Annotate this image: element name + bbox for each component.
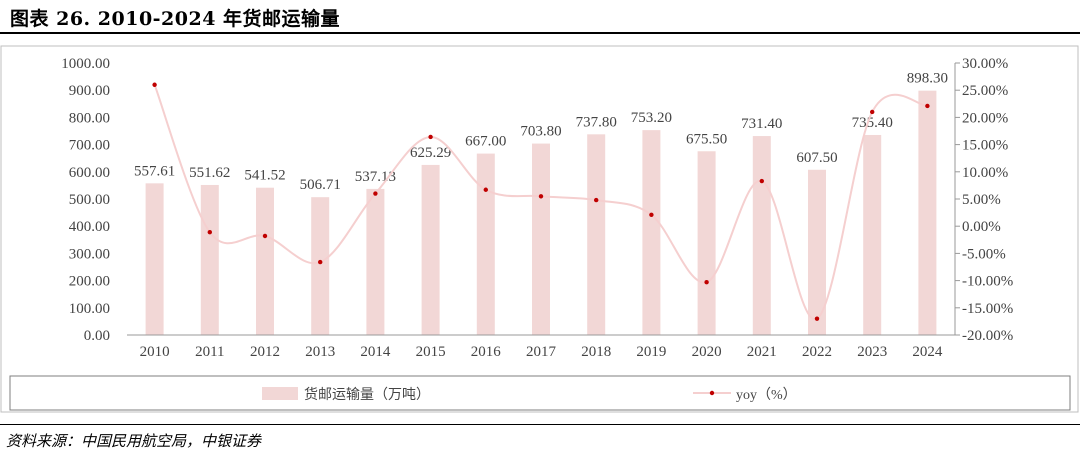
source-note: 资料来源：中国民用航空局，中银证券: [6, 432, 262, 450]
x-tick-label-2024: 2024: [912, 344, 943, 360]
bar-label-2021: 731.40: [741, 116, 782, 132]
legend-line-marker: [709, 390, 715, 396]
y-left-tick-label: 700.00: [69, 138, 110, 154]
x-tick-label-2022: 2022: [802, 344, 832, 360]
yoy-point-2013: [318, 259, 323, 265]
y-left-tick-label: 200.00: [69, 274, 110, 290]
y-right-tick-label: 20.00%: [962, 110, 1008, 126]
bar-2010: [145, 183, 164, 335]
bar-2014: [366, 188, 385, 335]
x-tick-label-2012: 2012: [250, 344, 280, 360]
y-right-tick-label: 5.00%: [962, 192, 1001, 208]
x-tick-label-2020: 2020: [692, 344, 722, 360]
bar-2015: [421, 164, 440, 335]
y-right-tick-label: 0.00%: [962, 219, 1001, 235]
bar-label-2023: 735.40: [852, 115, 893, 131]
y-right-tick-label: 10.00%: [962, 165, 1008, 181]
bars-layer: [145, 90, 937, 335]
bar-label-2018: 737.80: [576, 114, 617, 130]
x-tick-label-2014: 2014: [360, 344, 391, 360]
yoy-point-2018: [594, 197, 599, 203]
yoy-point-2010: [152, 82, 157, 87]
chart: 557.61 551.62 541.52 506.71 537.13 625.29 667.…: [0, 45, 1079, 413]
yoy-point-2011: [207, 229, 212, 235]
y-left-tick-label: 400.00: [69, 219, 110, 235]
x-tick-label-2011: 2011: [195, 344, 224, 360]
bar-2011: [200, 184, 219, 335]
x-tick-label-2016: 2016: [471, 344, 502, 360]
x-tick-label-2013: 2013: [305, 344, 335, 360]
y-left-tick-label: 800.00: [69, 110, 110, 126]
bar-label-2020: 675.50: [686, 131, 727, 147]
yoy-line-layer: [152, 82, 930, 321]
bar-2021: [752, 136, 771, 335]
y-left-tick-label: 600.00: [69, 165, 110, 181]
bar-2013: [311, 197, 330, 335]
bar-label-2016: 667.00: [465, 134, 506, 150]
yoy-point-2014: [373, 191, 378, 196]
yoy-point-2024: [925, 103, 930, 109]
y-right-tick-label: -20.00%: [962, 328, 1013, 344]
bar-label-2024: 898.30: [907, 71, 948, 87]
yoy-point-2016: [483, 187, 488, 192]
bar-2024: [918, 90, 937, 335]
y-right-tick-label: 15.00%: [962, 138, 1008, 154]
bar-label-2017: 703.80: [520, 124, 561, 140]
y-right-tick-label: -10.00%: [962, 274, 1013, 290]
yoy-point-2022: [814, 316, 820, 321]
legend-line-label: yoy（%）: [736, 387, 797, 403]
y-left-tick-label: 300.00: [69, 246, 110, 262]
bar-label-2014: 537.13: [355, 169, 396, 185]
legend-bar-label: 货邮运输量（万吨）: [304, 386, 430, 403]
y-left-tick-label: 0.00: [84, 328, 110, 344]
x-tick-label-2019: 2019: [636, 344, 666, 360]
bar-label-2011: 551.62: [189, 165, 230, 181]
y-right-tick-label: -15.00%: [962, 301, 1013, 317]
bar-2016: [476, 153, 495, 335]
bar-2018: [587, 134, 606, 335]
yoy-point-2021: [759, 178, 764, 184]
y-right-tick-label: 25.00%: [962, 83, 1008, 99]
axes-layer: 2010 2011 2012 2013 2014 2015 2016 2017 2018 2019…: [61, 56, 1013, 360]
bar-2022: [808, 169, 826, 335]
yoy-point-2017: [538, 194, 544, 199]
x-tick-label-2017: 2017: [526, 344, 557, 360]
y-left-tick-label: 1000.00: [61, 56, 110, 72]
bar-label-2019: 753.20: [631, 110, 672, 126]
x-tick-label-2021: 2021: [747, 344, 777, 360]
bar-2020: [697, 151, 716, 335]
y-right-tick-label: -5.00%: [962, 246, 1006, 262]
bar-2017: [532, 143, 550, 335]
bar-2012: [256, 187, 274, 335]
bar-label-2012: 541.52: [244, 168, 285, 184]
legend: 货邮运输量（万吨） yoy（%）: [9, 375, 1071, 411]
yoy-point-2012: [262, 233, 268, 239]
y-left-tick-label: 100.00: [69, 301, 110, 317]
bar-label-2013: 506.71: [300, 177, 341, 193]
y-left-tick-label: 900.00: [69, 83, 110, 99]
legend-box: [9, 375, 1071, 411]
bar-labels-layer: 557.61 551.62 541.52 506.71 537.13 625.29 667.…: [134, 71, 948, 194]
legend-bar-swatch: [262, 387, 298, 400]
y-right-tick-label: 30.00%: [962, 56, 1008, 72]
bar-2023: [863, 134, 882, 335]
bar-label-2022: 607.50: [796, 150, 837, 166]
top-rule: [0, 32, 1080, 34]
bottom-rule: [0, 424, 1080, 425]
yoy-point-2015: [428, 134, 433, 140]
bar-2019: [642, 130, 661, 335]
yoy-point-2023: [870, 109, 875, 115]
yoy-point-2020: [704, 280, 709, 285]
chart-frame: [0, 45, 1079, 413]
bar-label-2015: 625.29: [410, 145, 451, 161]
figure-title: 图表 26. 2010-2024 年货邮运输量: [10, 8, 341, 30]
yoy-point-2019: [649, 212, 654, 217]
x-tick-label-2015: 2015: [416, 344, 446, 360]
x-tick-label-2023: 2023: [857, 344, 887, 360]
x-tick-label-2018: 2018: [581, 344, 611, 360]
x-tick-label-2010: 2010: [140, 344, 170, 360]
bar-label-2010: 557.61: [134, 163, 175, 179]
y-left-tick-label: 500.00: [69, 192, 110, 208]
